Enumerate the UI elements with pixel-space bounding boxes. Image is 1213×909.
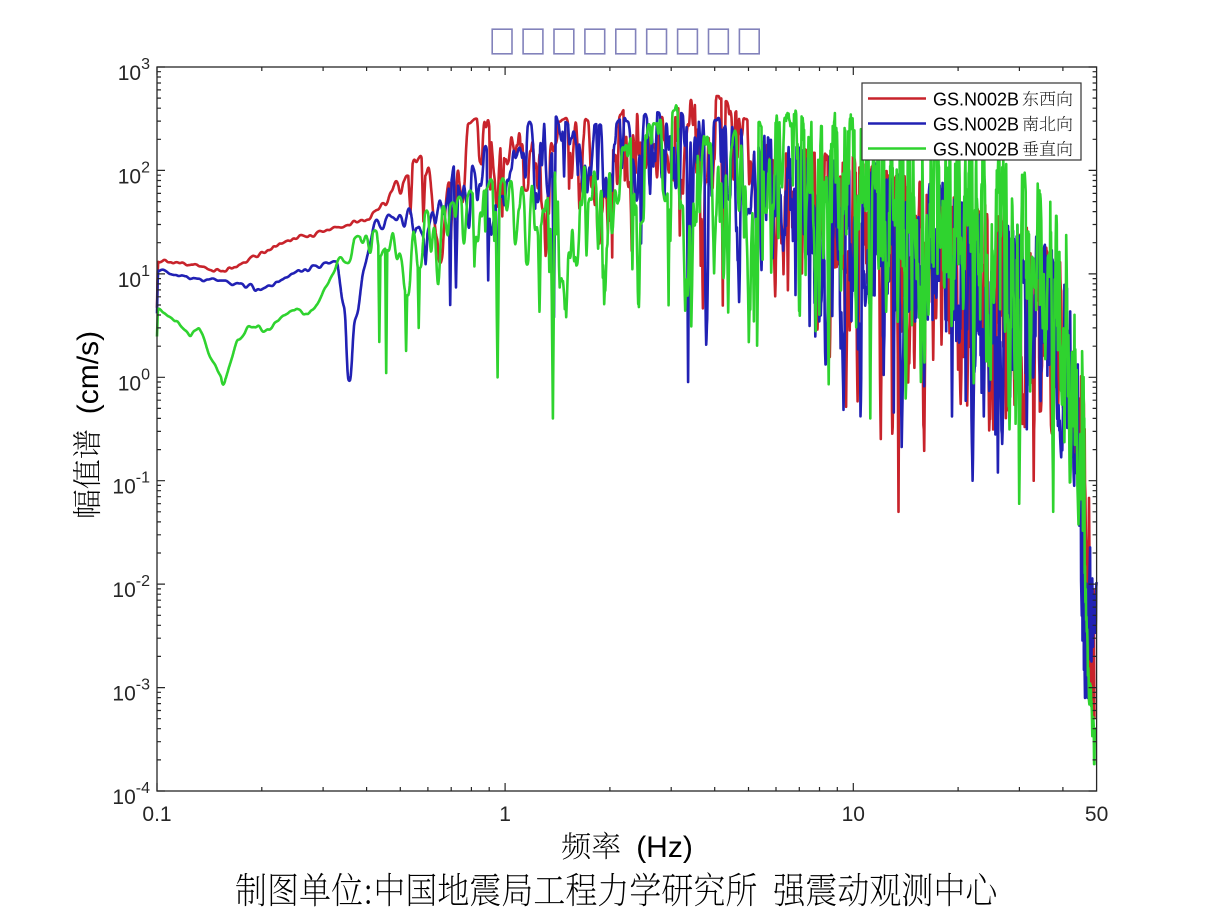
svg-text:GS.N002B: GS.N002B xyxy=(933,140,1019,160)
svg-text:(Hz): (Hz) xyxy=(636,831,693,864)
svg-text:GS.N002B: GS.N002B xyxy=(933,90,1019,110)
svg-text:(cm/s): (cm/s) xyxy=(72,331,105,414)
svg-text:50: 50 xyxy=(1085,803,1108,826)
svg-text:GS.N002B: GS.N002B xyxy=(933,115,1019,135)
svg-text:1: 1 xyxy=(499,803,511,826)
svg-text:10: 10 xyxy=(842,803,865,826)
svg-text:0.1: 0.1 xyxy=(142,803,171,826)
